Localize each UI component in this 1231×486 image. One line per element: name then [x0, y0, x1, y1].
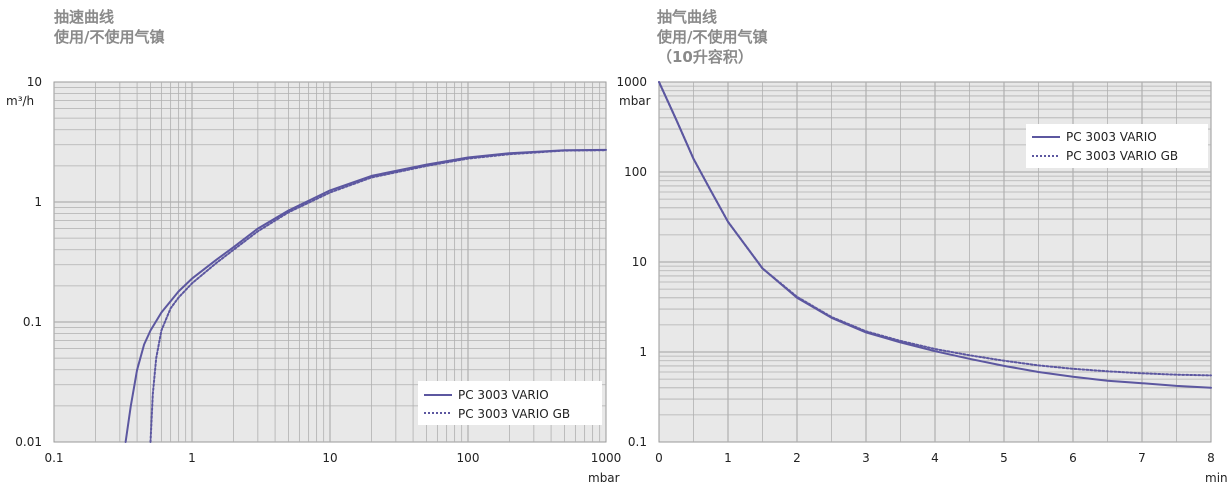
x-tick-label: 10 [322, 451, 337, 465]
chart1-y-unit: m³/h [6, 94, 34, 108]
chart2-title-line1: 抽气曲线 [657, 8, 717, 26]
chart1-legend-box [418, 381, 602, 425]
chart2-legend-label-2: PC 3003 VARIO GB [1066, 149, 1178, 163]
x-tick-label: 0.1 [44, 451, 63, 465]
x-tick-label: 8 [1207, 451, 1215, 465]
y-tick-label: 10 [632, 255, 647, 269]
chart1-x-unit: mbar [588, 471, 620, 485]
series-line-vario [124, 148, 607, 443]
chart1-title-line2: 使用/不使用气镇 [53, 28, 164, 46]
y-tick-label: 10 [27, 75, 42, 89]
pump-down-chart: 抽气曲线 使用/不使用气镇 （10升容积） 0 1 2 3 4 5 6 7 8 0.1 1 10 100… [616, 8, 1227, 485]
y-tick-label: 0.1 [23, 315, 42, 329]
chart1-title-line1: 抽速曲线 [54, 8, 114, 26]
x-tick-label: 2 [793, 451, 801, 465]
x-tick-label: 5 [1000, 451, 1008, 465]
chart2-legend-label-1: PC 3003 VARIO [1066, 130, 1157, 144]
chart2-series [658, 81, 1212, 389]
y-tick-label: 1 [34, 195, 42, 209]
x-tick-label: 6 [1069, 451, 1077, 465]
chart1-legend: PC 3003 VARIO PC 3003 VARIO GB [418, 381, 602, 425]
x-tick-label: 3 [862, 451, 870, 465]
series-line-vario-gb [658, 81, 1212, 377]
chart2-legend: PC 3003 VARIO PC 3003 VARIO GB [1026, 124, 1208, 168]
x-tick-label: 4 [931, 451, 939, 465]
chart1-grid [54, 82, 606, 442]
x-tick-label: 7 [1138, 451, 1146, 465]
chart2-title-line2: 使用/不使用气镇 [656, 28, 767, 46]
x-tick-label: 1 [188, 451, 196, 465]
series-line-vario-gb [149, 149, 607, 443]
chart2-ticks: 0 1 2 3 4 5 6 7 8 0.1 1 10 100 1000 [616, 75, 1214, 465]
chart2-title-line3: （10升容积） [657, 48, 753, 66]
y-tick-label: 0.01 [15, 435, 42, 449]
chart2-y-unit: mbar [619, 94, 651, 108]
y-tick-label: 1000 [616, 75, 647, 89]
x-tick-label: 1000 [591, 451, 622, 465]
x-tick-label: 0 [655, 451, 663, 465]
x-tick-label: 100 [457, 451, 480, 465]
chart2-x-unit: min [1205, 471, 1228, 485]
x-tick-label: 1 [724, 451, 732, 465]
chart2-legend-box [1026, 124, 1208, 168]
chart1-legend-label-2: PC 3003 VARIO GB [458, 407, 570, 421]
y-tick-label: 100 [624, 165, 647, 179]
y-tick-label: 0.1 [628, 435, 647, 449]
chart1-legend-label-1: PC 3003 VARIO [458, 388, 549, 402]
y-tick-label: 1 [639, 345, 647, 359]
chart1-series [124, 148, 607, 443]
